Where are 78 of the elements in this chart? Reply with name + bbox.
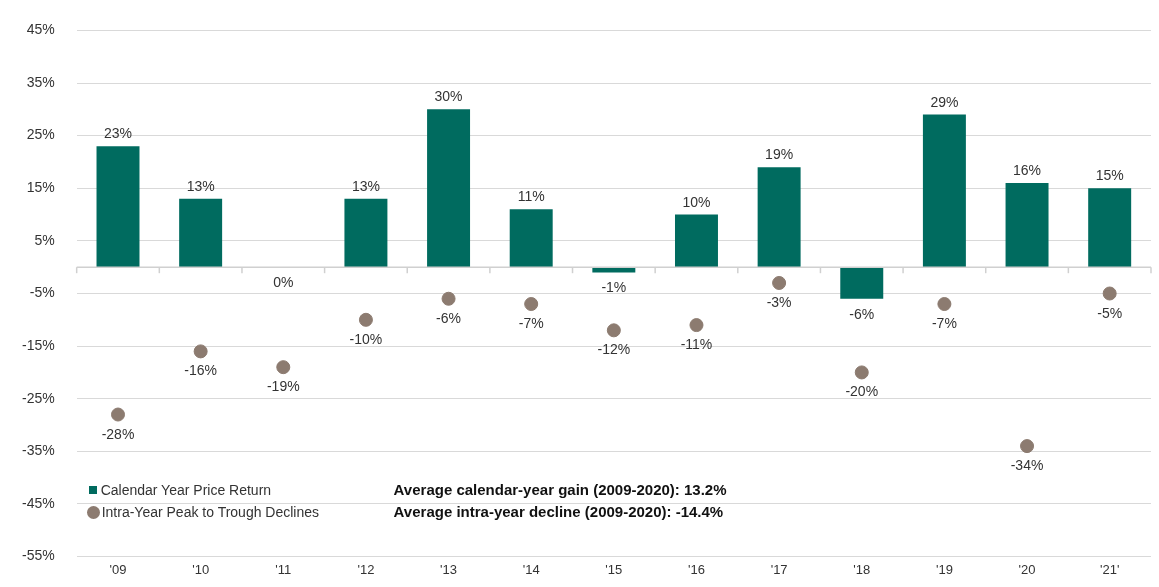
data-label: -1% [601, 279, 627, 296]
y-tick-label: -35% [22, 442, 55, 459]
data-label: -6% [436, 309, 462, 326]
data-label: 29% [930, 93, 959, 110]
x-tick-label: '15 [605, 561, 623, 577]
point [441, 291, 456, 306]
bar [344, 198, 388, 268]
data-label: -10% [349, 330, 383, 347]
data-label: -34% [1010, 457, 1044, 474]
data-label: -20% [845, 383, 879, 400]
data-label: -6% [849, 305, 875, 322]
x-tick-label: '19 [935, 561, 953, 577]
legend-label: Intra-Year Peak to Trough Declines [101, 504, 320, 521]
y-tick-label: 25% [26, 126, 55, 143]
data-label: 11% [517, 188, 545, 205]
x-tick-label: '09 [109, 561, 127, 577]
data-label: -3% [766, 293, 792, 310]
point [1102, 286, 1117, 301]
x-tick-label: '18 [853, 561, 871, 577]
y-tick-label: 35% [26, 73, 55, 90]
x-tick-label: '17 [770, 561, 788, 577]
bar [96, 146, 140, 268]
bar [179, 198, 223, 268]
data-label: 23% [103, 125, 133, 142]
data-label: -7% [931, 315, 957, 332]
data-label: 15% [1095, 167, 1124, 184]
point [854, 365, 869, 380]
point [193, 344, 208, 359]
x-tick-label: '16 [688, 561, 705, 577]
y-tick-label: -55% [22, 547, 55, 564]
annotation: Average calendar-year gain (2009-2020): 13.2% [393, 480, 727, 501]
data-label: 30% [434, 88, 463, 105]
data-label: -19% [266, 378, 300, 395]
data-label: -11% [680, 336, 713, 353]
data-label: 10% [682, 193, 711, 210]
bar [922, 114, 966, 268]
data-label: -16% [184, 362, 217, 379]
point [358, 312, 373, 327]
y-tick-label: 5% [34, 231, 55, 248]
x-tick-label: '20 [1018, 561, 1036, 577]
bar [675, 214, 718, 268]
data-label: -12% [597, 341, 631, 358]
data-label: -7% [518, 315, 544, 332]
point [276, 360, 291, 375]
point [606, 323, 621, 338]
x-tick-label: '12 [357, 561, 375, 577]
point [111, 407, 125, 422]
point [937, 297, 952, 312]
y-tick-label: -25% [22, 389, 55, 406]
bar [427, 109, 471, 268]
y-tick-label: -5% [29, 284, 55, 301]
x-tick-label: '10 [192, 561, 210, 577]
data-label: 13% [186, 177, 215, 194]
data-label: 16% [1013, 162, 1042, 178]
bar [840, 267, 884, 299]
y-tick-label: 45% [26, 21, 55, 38]
point [772, 275, 787, 290]
point [689, 318, 704, 333]
bar [1005, 183, 1049, 268]
x-tick-label: '14 [522, 561, 540, 577]
bar [757, 167, 801, 268]
y-tick-label: -45% [22, 494, 55, 511]
x-tick-label: '13 [440, 561, 458, 577]
point [1020, 439, 1035, 454]
x-tick-label: '11 [275, 561, 292, 577]
legend-label: Calendar Year Price Return [100, 482, 272, 499]
data-label: 0% [273, 274, 294, 291]
data-label: -28% [101, 425, 135, 442]
bar [509, 209, 553, 268]
data-label: 13% [351, 177, 380, 194]
y-tick-label: -15% [22, 336, 55, 353]
y-tick-label: 15% [26, 179, 55, 196]
bar [1088, 188, 1132, 268]
point [524, 297, 539, 312]
x-tick-label: '21' [1099, 561, 1120, 577]
annotation: Average intra-year decline (2009-2020): -14.4% [393, 502, 725, 523]
data-label: -5% [1097, 304, 1123, 321]
data-label: 19% [765, 146, 794, 163]
